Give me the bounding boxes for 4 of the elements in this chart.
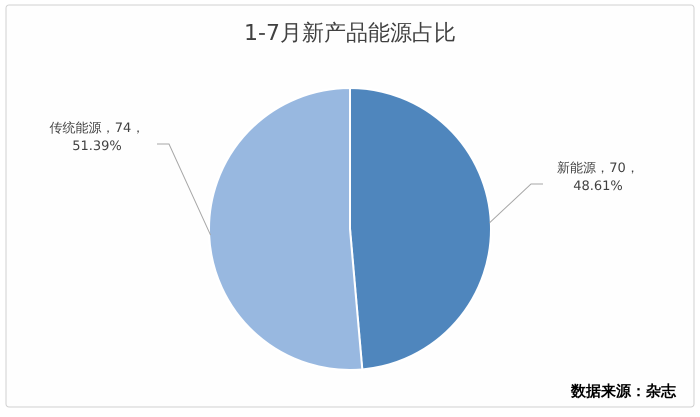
- slice-label: 传统能源，74， 51.39%: [50, 121, 144, 154]
- source-note: 数据来源：杂志: [570, 382, 677, 400]
- chart-title: 1-7月新产品能源占比: [244, 21, 456, 46]
- slice-label: 新能源，70， 48.61%: [557, 161, 639, 194]
